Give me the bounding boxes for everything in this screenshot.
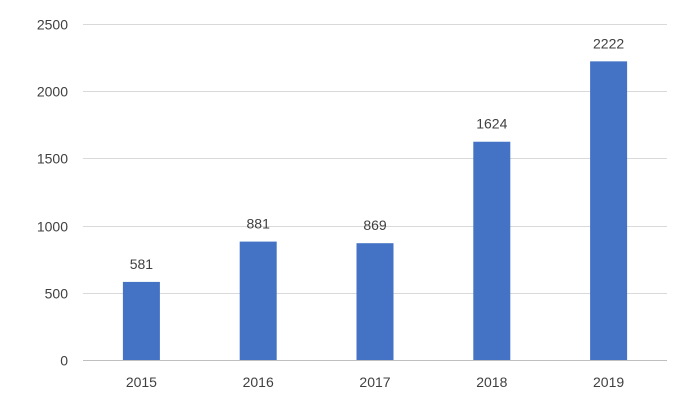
- gridlines: [83, 24, 667, 361]
- bar-2016: [239, 241, 277, 360]
- bar-2019: [590, 61, 628, 361]
- data-labels: 581 881 869 1624 2222: [130, 35, 625, 272]
- y-tick-label: 0: [60, 353, 68, 369]
- data-label-2018: 1624: [476, 116, 507, 132]
- data-label-2017: 869: [363, 217, 387, 233]
- data-label-2016: 881: [247, 216, 271, 232]
- y-axis-ticks: 0 500 1000 1500 2000 2500: [37, 17, 68, 369]
- y-tick-label: 2000: [37, 84, 68, 100]
- data-label-2015: 581: [130, 256, 154, 272]
- x-tick-label-2015: 2015: [126, 374, 157, 390]
- x-tick-label-2019: 2019: [593, 374, 624, 390]
- bar-2015: [122, 281, 160, 360]
- x-tick-label-2016: 2016: [243, 374, 274, 390]
- y-tick-label: 2500: [37, 17, 68, 33]
- bar-2018: [473, 141, 511, 360]
- data-label-2019: 2222: [593, 35, 624, 51]
- x-tick-label-2017: 2017: [359, 374, 390, 390]
- y-tick-label: 500: [45, 286, 69, 302]
- bars: [122, 61, 628, 361]
- y-tick-label: 1500: [37, 151, 68, 167]
- x-tick-label-2018: 2018: [476, 374, 507, 390]
- x-axis-ticks: 2015 2016 2017 2018 2019: [126, 374, 625, 390]
- bar-2017: [356, 243, 394, 360]
- y-tick-label: 1000: [37, 219, 68, 235]
